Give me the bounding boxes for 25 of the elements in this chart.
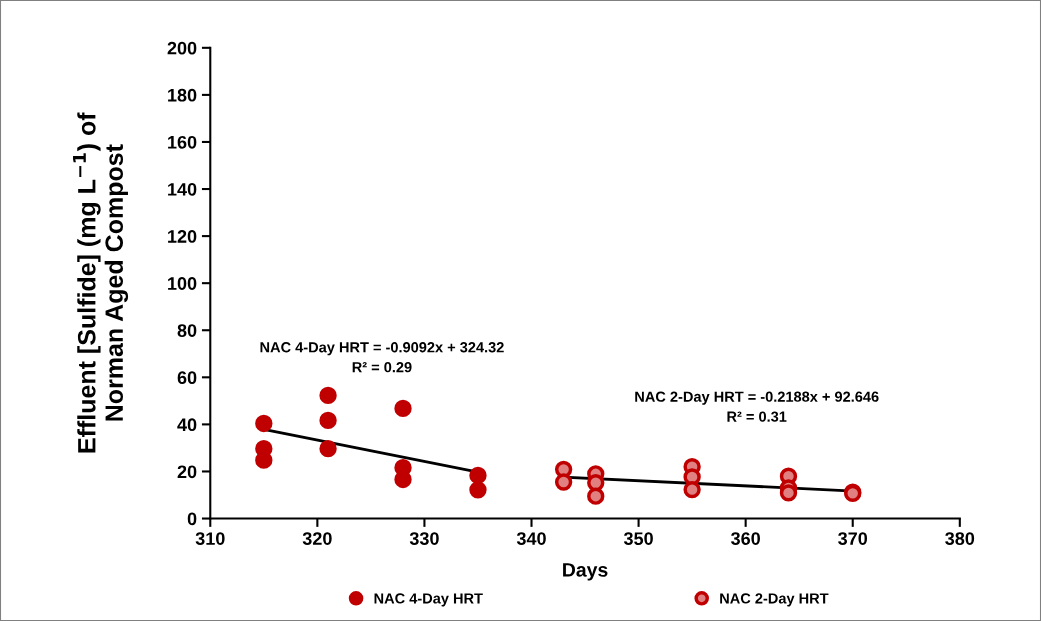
y-axis-title: Effluent [Sulfide] (mg L$^{−1}$) of Norman Aged Compost	[73, 112, 129, 453]
x-tick-label: 320	[302, 532, 332, 546]
y-tick-label: 200	[167, 41, 197, 55]
annotation: NAC 2-Day HRT = -0.2188x + 92.646 R² = 0.31	[635, 391, 879, 422]
x-tick-label: 360	[731, 532, 760, 546]
annotation: NAC 4-Day HRT = -0.9092x + 324.32 R² = 0.29	[260, 342, 504, 373]
y-tick-label: 100	[168, 277, 197, 290]
y-tick-label: 20	[177, 465, 197, 479]
x-tick-label: 380	[945, 532, 975, 546]
y-tick-label: 180	[168, 88, 197, 102]
y-tick-label: 160	[168, 135, 197, 149]
x-tick-label: 310	[195, 532, 225, 546]
x-tick-label: 350	[623, 532, 653, 546]
y-tick-label: 140	[168, 182, 197, 196]
legend-label: NAC 4-Day HRT	[374, 593, 483, 607]
x-axis-title: Days	[563, 563, 608, 581]
legend-label: NAC 2-Day HRT	[720, 593, 829, 607]
y-tick-label: 60	[177, 371, 197, 385]
y-tick-label: 120	[168, 230, 197, 243]
y-tick-label: 80	[177, 324, 197, 337]
y-tick-label: 0	[187, 512, 197, 526]
x-tick-label: 330	[409, 532, 439, 546]
x-tick-label: 370	[838, 532, 868, 546]
y-tick-label: 40	[177, 418, 197, 432]
x-tick-label: 340	[516, 532, 546, 546]
